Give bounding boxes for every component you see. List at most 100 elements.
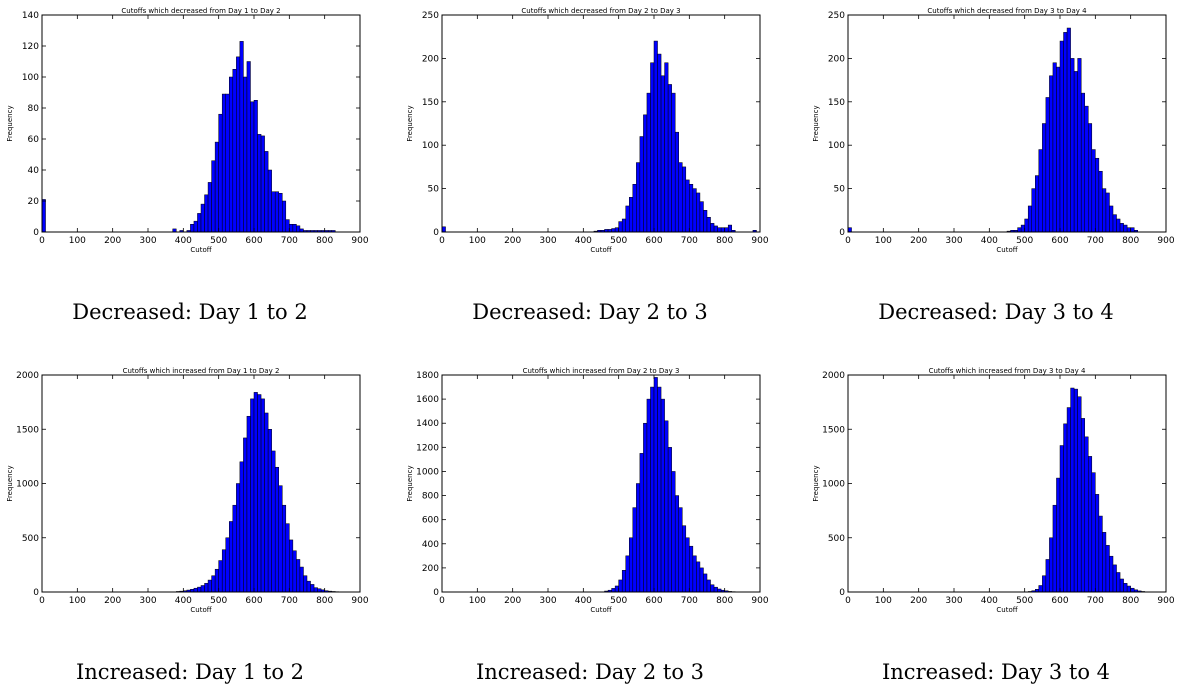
histogram-bar — [711, 585, 715, 592]
histogram-bar — [612, 588, 616, 592]
y-tick-label: 1200 — [416, 443, 439, 453]
x-tick-label: 100 — [69, 236, 86, 246]
histogram-bar — [1060, 446, 1064, 592]
histogram-bar — [296, 226, 300, 232]
y-axis-label: Frequency — [6, 105, 14, 141]
x-tick-label: 300 — [945, 236, 962, 246]
histogram-bar — [675, 496, 679, 592]
histogram-bar — [272, 192, 276, 232]
histogram-bar — [658, 387, 662, 592]
x-tick-label: 500 — [210, 596, 227, 606]
caption: Increased: Day 2 to 3 — [400, 660, 780, 684]
y-tick-label: 100 — [828, 141, 845, 151]
histogram-bar — [42, 199, 46, 232]
histogram-bar — [296, 559, 300, 592]
histogram-bar — [1102, 532, 1106, 592]
histogram-bar — [261, 136, 265, 232]
histogram-bar — [314, 588, 318, 592]
caption: Increased: Day 1 to 2 — [0, 660, 380, 684]
x-tick-label: 100 — [469, 596, 486, 606]
histogram-bar — [272, 451, 276, 592]
y-axis-label: Frequency — [6, 465, 14, 501]
histogram-bar — [1046, 97, 1050, 232]
x-tick-label: 400 — [575, 596, 592, 606]
x-tick-label: 900 — [751, 236, 768, 246]
histogram-bar — [293, 551, 297, 592]
x-tick-label: 900 — [1157, 236, 1174, 246]
chart-title: Cutoffs which decreased from Day 1 to Da… — [121, 7, 280, 15]
y-tick-label: 40 — [28, 166, 40, 176]
histogram-bar — [633, 184, 637, 232]
histogram-bar — [265, 151, 269, 232]
histogram-bar — [703, 574, 707, 592]
histogram-bar — [243, 438, 247, 592]
histogram-bar — [286, 220, 290, 232]
histogram-bar — [1039, 150, 1043, 232]
histogram-bar — [1124, 583, 1128, 592]
x-tick-label: 900 — [1157, 596, 1174, 606]
x-tick-label: 300 — [539, 236, 556, 246]
y-tick-label: 1500 — [16, 425, 39, 435]
histogram-bar — [275, 192, 279, 232]
chart-title: Cutoffs which increased from Day 2 to Da… — [523, 367, 680, 375]
histogram-bar — [1095, 494, 1099, 592]
histogram-bar — [714, 226, 718, 232]
x-tick-label: 100 — [875, 596, 892, 606]
histogram-bar — [1109, 206, 1113, 232]
x-tick-label: 600 — [245, 236, 262, 246]
histogram-bar — [190, 224, 194, 232]
y-tick-label: 100 — [22, 73, 39, 83]
x-tick-label: 800 — [1122, 596, 1139, 606]
histogram-bar — [1106, 545, 1110, 592]
histogram-bar — [612, 229, 616, 232]
histogram-bar — [1060, 41, 1064, 232]
x-tick-label: 100 — [69, 596, 86, 606]
histogram-bar — [1049, 538, 1053, 592]
histogram-bar — [258, 134, 262, 232]
histogram-bar — [1085, 437, 1089, 592]
histogram-bar — [1071, 388, 1075, 592]
x-tick-label: 600 — [1051, 236, 1068, 246]
histogram-bar — [1131, 588, 1135, 592]
x-tick-label: 500 — [610, 596, 627, 606]
y-tick-label: 1000 — [416, 467, 439, 477]
x-tick-label: 100 — [875, 236, 892, 246]
histogram-bar — [215, 569, 219, 592]
histogram-bar — [1064, 32, 1068, 232]
histogram-bar — [229, 77, 233, 232]
x-tick-label: 800 — [316, 596, 333, 606]
histogram-bar — [682, 526, 686, 592]
histogram-bar — [622, 219, 626, 232]
y-tick-label: 0 — [433, 588, 439, 598]
y-tick-label: 0 — [433, 228, 439, 238]
y-tick-label: 200 — [422, 564, 439, 574]
y-axis-label: Frequency — [812, 465, 820, 501]
histogram-bar — [696, 562, 700, 592]
y-tick-label: 50 — [428, 185, 440, 195]
histogram-bar — [289, 224, 293, 232]
histogram-bar — [1081, 418, 1085, 592]
histogram-bar — [307, 581, 311, 592]
histogram-bar — [1018, 228, 1022, 232]
histogram-bar — [240, 462, 244, 592]
histogram-bar — [243, 77, 247, 232]
x-axis-label: Cutoff — [590, 606, 611, 614]
histogram-bar — [194, 221, 198, 232]
histogram-bar — [236, 484, 240, 593]
histogram-bar — [1120, 579, 1124, 592]
y-tick-label: 250 — [828, 11, 845, 21]
histogram-bar — [718, 228, 722, 232]
y-tick-label: 2000 — [822, 371, 845, 381]
x-tick-label: 300 — [945, 596, 962, 606]
x-tick-label: 800 — [716, 596, 733, 606]
histogram-bar — [233, 505, 237, 592]
x-tick-label: 800 — [316, 236, 333, 246]
plot-frame — [442, 375, 760, 592]
y-tick-label: 140 — [22, 11, 39, 21]
histogram-bar — [707, 217, 711, 232]
histogram-bar — [615, 228, 619, 232]
